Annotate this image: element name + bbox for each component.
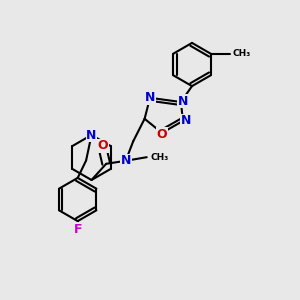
Text: N: N [145, 91, 155, 104]
Text: CH₃: CH₃ [150, 153, 169, 162]
Text: CH₃: CH₃ [232, 49, 251, 58]
Text: N: N [121, 154, 131, 167]
Text: O: O [157, 128, 167, 141]
Text: F: F [74, 223, 82, 236]
Text: N: N [178, 94, 188, 108]
Text: N: N [86, 128, 97, 142]
Text: O: O [97, 139, 108, 152]
Text: N: N [181, 114, 191, 128]
